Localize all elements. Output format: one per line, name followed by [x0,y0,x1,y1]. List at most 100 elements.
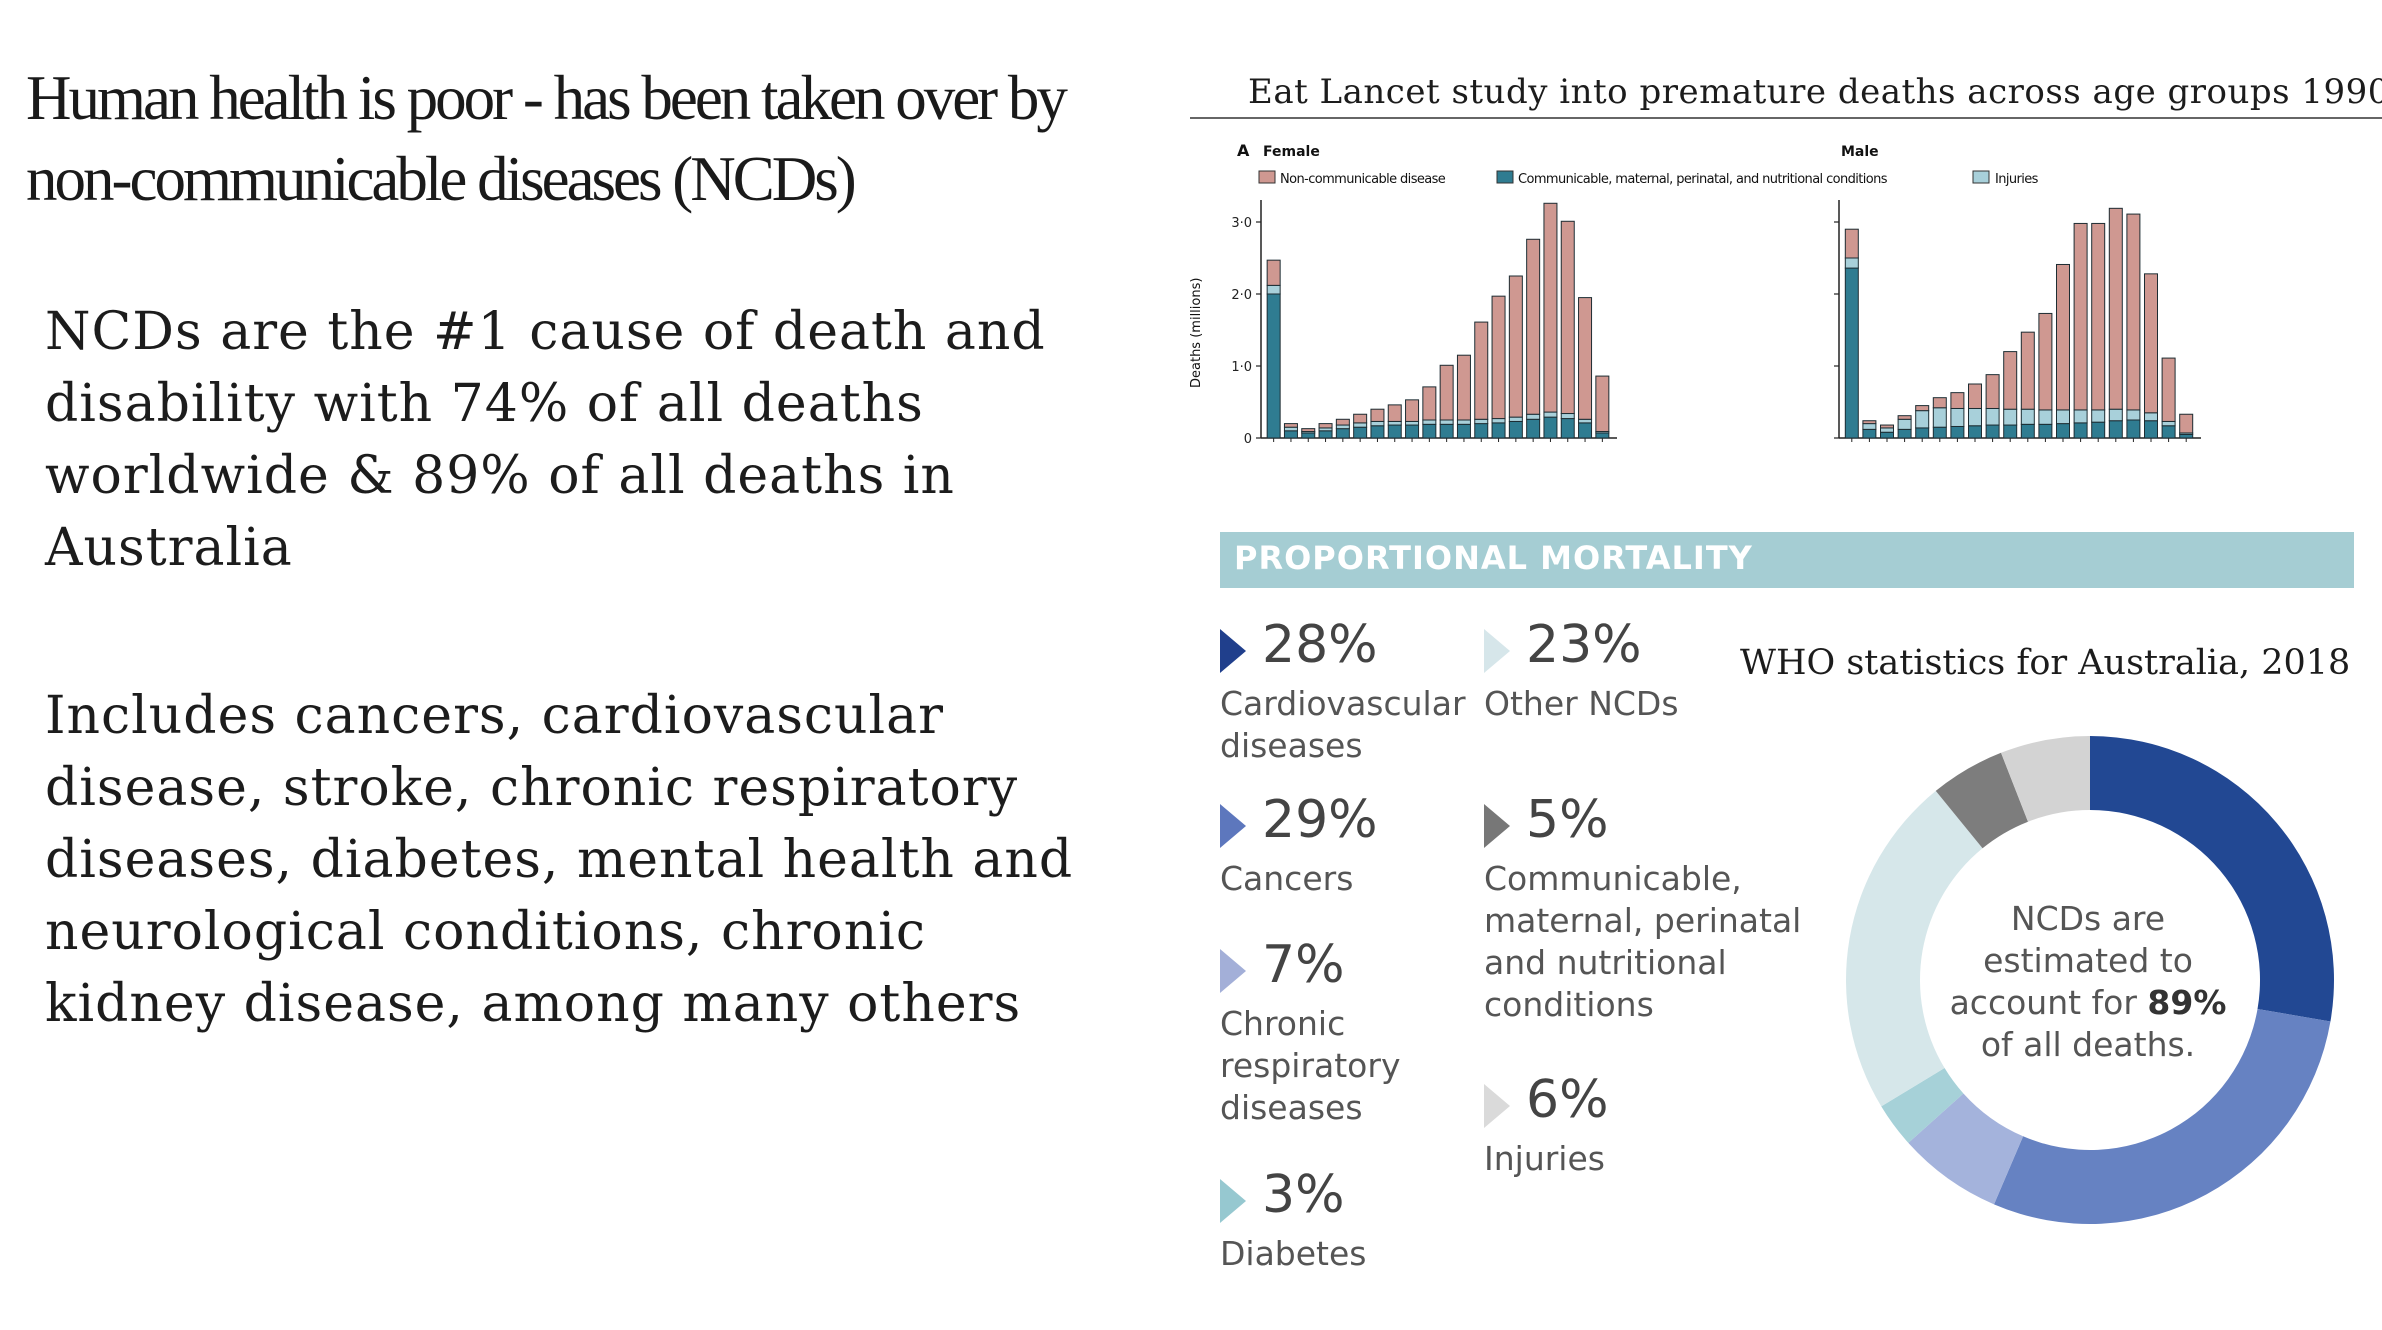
bar-segment-ncd [1474,321,1489,420]
bar-segment-communicable [1932,426,1947,439]
bar-segment-injuries [1844,257,1859,269]
lancet-chart-caption: Eat Lancet study into premature deaths a… [1248,72,2382,112]
bar-segment-communicable [1266,293,1281,439]
bar-segment-ncd [1578,297,1593,420]
bar-segment-ncd [1318,423,1333,429]
stat-label: Cardiovascular diseases [1220,683,1466,767]
para1-line: Australia [45,518,293,578]
donut-text-line: estimated to [1983,941,2193,980]
donut-slice [1881,1068,1964,1143]
bar-segment-injuries [1283,426,1298,432]
stat-label-line: Cancers [1220,859,1354,898]
bar-segment-communicable [1560,418,1575,439]
stat-label: Cancers [1220,858,1353,900]
male-bars [1844,207,2194,439]
bar-segment-communicable [1387,424,1402,439]
para1-line: NCDs are the #1 cause of death and [45,302,1046,362]
bar-segment-injuries [1335,424,1350,430]
bar-segment-ncd [1387,404,1402,422]
bar-segment-injuries [1387,420,1402,426]
bar-segment-ncd [2179,413,2194,434]
triangle-marker-icon [1220,1179,1246,1223]
y-tick-label: 2·0 [1231,288,1252,303]
stat-label-line: Chronic [1220,1004,1346,1043]
bar-segment-injuries [2038,409,2053,425]
stat-label: Chronic respiratory diseases [1220,1003,1400,1129]
bar-segment-communicable [1353,426,1368,439]
stat-percentage: 29% [1262,790,1378,850]
bar-segment-ncd [1595,375,1610,433]
bar-segment-communicable [1405,424,1420,439]
bar-segment-ncd [1560,220,1575,415]
female-axes: 0 1·0 2·0 3·0 [1231,200,1617,447]
stat-percentage: 23% [1526,615,1642,675]
bar-segment-injuries [1932,407,1947,428]
bar-segment-injuries [2144,412,2158,422]
bar-segment-injuries [1456,419,1471,425]
bar-segment-ncd [1422,386,1437,421]
bar-segment-ncd [1880,424,1894,429]
bar-segment-ncd [1491,295,1506,420]
stat-percentage: 5% [1526,790,1609,850]
stat-label-line: maternal, perinatal [1484,901,1802,940]
bar-segment-ncd [2003,351,2018,410]
bar-segment-injuries [2161,420,2176,427]
triangle-marker-icon [1484,1084,1510,1128]
bar-segment-injuries [1950,407,1965,427]
ncd-summary-paragraph: NCDs are the #1 cause of death and disab… [45,296,1165,584]
bar-segment-communicable [2179,433,2194,439]
bar-segment-ncd [1335,418,1350,426]
donut-text-line: account for 89% [1905,982,2271,1024]
para1-line: disability with 74% of all deaths [45,374,924,434]
bar-segment-injuries [1560,413,1575,420]
panel-title-male: Male [1841,144,1879,160]
bar-segment-communicable [1491,422,1506,439]
stat-label-line: diseases [1220,1088,1363,1127]
bar-segment-ncd [1283,423,1298,428]
bar-segment-ncd [1844,228,1859,259]
bar-segment-injuries [1353,422,1368,428]
panel-title-female: Female [1263,144,1320,160]
y-tick-label: 3·0 [1231,216,1252,231]
chart-legend: Non-communicable disease Communicable, m… [1258,170,2039,187]
bar-segment-injuries [1266,284,1281,295]
bar-segment-ncd [1370,408,1385,422]
proportional-mortality-donut [1846,736,2334,1224]
stat-label-line: Communicable, [1484,859,1742,898]
donut-slice [2090,736,2334,1022]
title-line-2: non-communicable diseases (NCDs) [26,144,857,214]
bar-segment-communicable [1301,432,1316,439]
bar-segment-ncd [2108,207,2123,410]
triangle-marker-icon [1220,949,1246,993]
bar-segment-communicable [1283,430,1298,439]
bar-segment-ncd [1897,415,1912,420]
bar-segment-ncd [1266,259,1281,286]
slide-title: Human health is poor - has been taken ov… [26,58,1186,220]
bar-segment-communicable [1526,418,1541,439]
bar-segment-communicable [1862,428,1877,439]
legend-label-ncd: Non-communicable disease [1280,172,1446,187]
panel-label: A [1237,141,1250,160]
bar-segment-injuries [1474,418,1489,425]
stat-label-line: Other NCDs [1484,684,1679,723]
legend-swatch-ncd [1258,170,1276,184]
bar-segment-communicable [2091,421,2106,439]
donut-text-part: account for [1949,983,2148,1022]
bar-segment-injuries [1968,407,1982,427]
y-tick-label: 1·0 [1231,360,1252,375]
bar-segment-ncd [1932,397,1947,409]
donut-highlight-89: 89% [2147,983,2227,1022]
bar-segment-communicable [1422,423,1437,439]
para2-line: Includes cancers, cardiovascular [45,686,945,746]
bar-segment-communicable [1318,430,1333,439]
para1-line: worldwide & 89% of all deaths in [45,446,955,506]
bar-segment-injuries [1578,418,1593,424]
bar-segment-ncd [2056,263,2070,411]
donut-slices [1846,736,2334,1224]
triangle-marker-icon [1484,629,1510,673]
bar-segment-ncd [1543,202,1558,413]
stat-label: Communicable, maternal, perinatal and nutr… [1484,858,1801,1026]
stat-percentage: 6% [1526,1070,1609,1130]
bar-segment-injuries [1508,416,1523,422]
triangle-marker-icon [1220,804,1246,848]
